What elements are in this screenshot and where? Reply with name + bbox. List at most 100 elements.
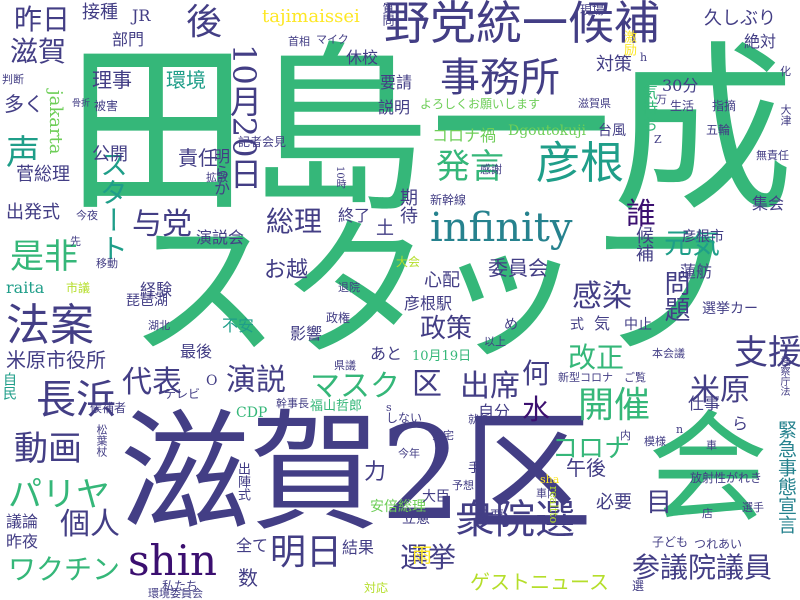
word-ki: 気: [594, 314, 611, 333]
word-gorin: 五輪: [706, 123, 731, 137]
word-10ji: 10時: [334, 166, 345, 189]
word-hikone: 彦根: [536, 138, 624, 189]
word-ato: 後: [186, 2, 223, 43]
word-shushou: 首相: [288, 35, 310, 48]
word-goran: ご覧: [624, 371, 646, 384]
word-jr: JR: [132, 6, 151, 25]
word-sha: sha: [540, 473, 560, 486]
word-enzetsukai: 演説会: [196, 228, 245, 247]
word-koe: 声: [6, 133, 40, 173]
word-cdp: CDP: [236, 405, 268, 421]
word-watashitachi: 私たち: [162, 579, 199, 593]
word-shinpai: 心配: [424, 270, 460, 291]
word-mic: マイク: [316, 33, 349, 46]
word-me2: め: [504, 317, 518, 333]
word-yoroshiku: よろしくお願いします: [420, 97, 541, 111]
word-taikai: 大会: [396, 255, 421, 269]
word-houan: 法案: [6, 300, 94, 351]
word-mondai: 問題: [660, 270, 690, 322]
word-kanjichou: 幹事長: [276, 397, 309, 410]
word-tajimaissei: tajimaissei: [262, 6, 360, 27]
word-senshu: 選手: [742, 501, 764, 514]
word-taisaku: 対策: [596, 54, 632, 75]
word-iinkai: 委員会: [488, 256, 548, 280]
word-matsubazue: 松葉杖: [95, 424, 108, 457]
word-moyou: 模様: [644, 435, 666, 448]
word-kisha-kaiken: 記者会見: [238, 135, 287, 149]
word-tsureai: つれあい: [694, 537, 743, 551]
word-gekirei: 激励: [621, 30, 636, 56]
word-10gatsu20nichi: 10月20日: [225, 44, 263, 190]
word-kitaku: 帰宅: [432, 429, 454, 442]
word-enzetsu: 演説: [226, 363, 286, 398]
word-chuushi: 中止: [624, 317, 652, 333]
word-yousei: 要請: [380, 73, 413, 92]
word-shuppatsushiki: 出発式: [6, 202, 60, 223]
word-chikara: 力: [364, 460, 387, 485]
word-mise: 店: [702, 507, 713, 520]
word-houshasei: 放射性がれき: [690, 471, 763, 485]
word-kensatsuchouhou: 検察庁法: [778, 356, 789, 396]
word-ra: ら: [732, 414, 749, 433]
word-kinou: 昨日: [14, 3, 71, 36]
word-kekka: 結果: [342, 538, 375, 557]
word-uchi: 内: [620, 429, 631, 442]
word-guest-news: ゲストニュース: [470, 570, 609, 594]
word-zettai: 絶対: [744, 32, 777, 51]
word-ooku: 多く: [4, 92, 44, 116]
word-kouhosha: 候補者: [90, 401, 127, 415]
word-shuinsen: 衆院選: [455, 497, 575, 543]
word-zehi: 是非: [10, 237, 78, 277]
word-fukuyama: 福山哲郎: [310, 399, 363, 414]
word-vaccine: ワクチン: [8, 553, 121, 586]
word-sangiin-giin: 参議院議員: [632, 551, 773, 584]
word-shigaken: 滋賀県: [578, 97, 611, 110]
word-ashita: 明日: [270, 532, 343, 573]
word-ame: 雨: [412, 543, 432, 567]
word-taiin: 退院: [338, 281, 360, 294]
word-tv: テレビ: [164, 387, 201, 401]
word-souri: 総理: [266, 205, 323, 238]
word-10gatsu19nichi: 10月19日: [412, 349, 472, 364]
word-corona: コロナ: [552, 434, 631, 464]
word-douga: 動画: [14, 429, 82, 469]
word-subete: 全て: [236, 536, 269, 555]
word-kotoshi: 今年: [398, 447, 420, 460]
word-hitsuyou: 必要: [596, 492, 632, 513]
word-tsuchi: 土: [376, 218, 394, 239]
word-kansen: 感染: [572, 279, 632, 314]
word-kaisai: 開催: [578, 385, 651, 426]
word-jimin: 自民: [1, 372, 17, 400]
word-shitsumon: 質問: [381, 2, 395, 26]
word-kankyou-iinkai: 環境委員会: [148, 587, 203, 600]
word-me: 目: [646, 488, 673, 518]
word-ka: 化: [780, 65, 791, 78]
word-shigi: 市議: [66, 281, 91, 295]
word-yotou: 与党: [132, 207, 192, 242]
word-n: n: [676, 423, 684, 436]
word-sesshu: 接種: [82, 2, 118, 23]
word-sakuya: 昨夜: [6, 532, 39, 551]
word-shutsujinshiki: 出陣式: [235, 462, 250, 501]
word-kai: 会: [648, 400, 768, 539]
word-sen: 選: [632, 579, 645, 593]
word-saki: 先: [70, 235, 81, 248]
word-yosou: 予想: [452, 479, 474, 492]
word-kazu: 数: [238, 566, 258, 590]
word-hikone-eki: 彦根駅: [404, 294, 453, 313]
word-genba: 現場: [580, 3, 605, 17]
word-staff: スタッフ: [128, 202, 736, 379]
word-taiou: 対応: [364, 581, 389, 595]
word-honkaigi: 本会議: [652, 347, 685, 360]
word-maibara-shiyakusho: 米原市役所: [6, 348, 106, 372]
word-kansha: 感謝: [480, 163, 502, 176]
word-seisaku: 政策: [420, 314, 473, 344]
word-seikatsu: 生活: [670, 99, 695, 113]
word-kohoku: 湖北: [148, 319, 170, 332]
word-kossetsu: 骨折: [72, 99, 91, 109]
word-o: O: [206, 373, 218, 389]
word-shiteki: 指摘: [712, 99, 737, 113]
word-shiga: 滋賀: [10, 35, 67, 68]
word-eikyou: 影響: [290, 324, 323, 343]
word-yato-toitsu-kouho: 野党統一候補: [384, 0, 660, 50]
